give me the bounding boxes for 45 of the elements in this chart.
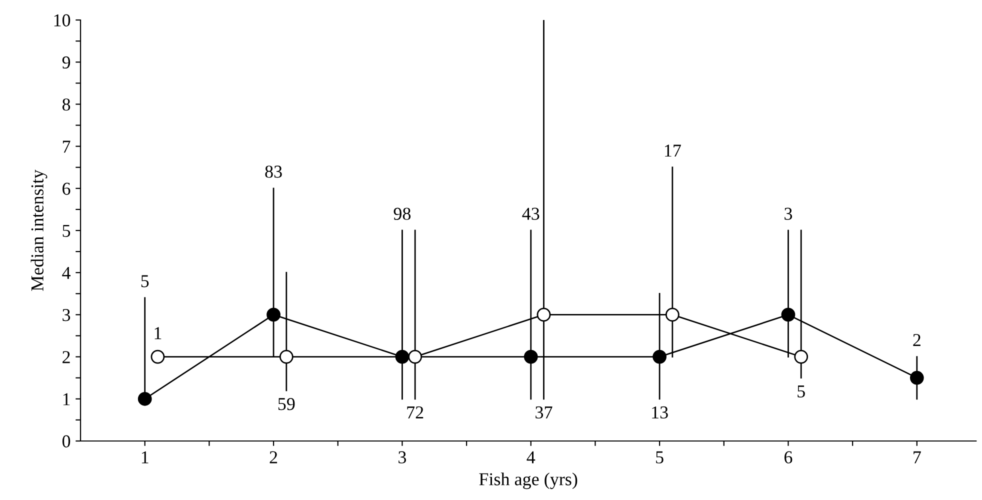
- y-tick-label: 8: [62, 98, 70, 111]
- x-tick-label: 5: [656, 451, 664, 464]
- annotation: 3: [784, 208, 792, 220]
- y-tick-label: 2: [62, 351, 70, 364]
- point: [524, 350, 538, 364]
- y-tick-label: 3: [62, 309, 70, 322]
- point: [794, 350, 808, 364]
- annotation: 83: [265, 166, 282, 178]
- annotation: 17: [664, 144, 681, 157]
- annotation: 13: [652, 406, 668, 419]
- point: [150, 350, 165, 364]
- annotation: 72: [407, 406, 424, 418]
- x-tick-label: 6: [784, 451, 792, 464]
- x-axis-title: Fish age (yrs): [479, 472, 578, 490]
- point: [910, 370, 924, 385]
- y-tick-label: 9: [62, 56, 70, 69]
- annotation: 5: [141, 275, 149, 288]
- x-tick-label: 4: [526, 451, 536, 464]
- y-tick-label: 4: [62, 266, 71, 279]
- y-tick-label: 7: [62, 140, 70, 153]
- annotation: 2: [913, 334, 920, 346]
- annotation: 1: [154, 327, 162, 340]
- point: [138, 392, 152, 406]
- point: [665, 308, 680, 322]
- point: [279, 350, 294, 364]
- point: [408, 350, 422, 364]
- x-tick-label: 1: [142, 451, 148, 464]
- point: [536, 308, 551, 322]
- annotation: 5: [798, 386, 805, 398]
- y-tick-label: 5: [62, 224, 70, 237]
- x-tick-label: 2: [270, 451, 278, 464]
- x-tick-label: 7: [914, 451, 921, 464]
- point: [781, 308, 796, 322]
- y-tick-label: 10: [54, 14, 70, 26]
- y-tick-label: 6: [62, 182, 70, 195]
- annotation: 59: [278, 398, 295, 410]
- y-tick-label: 0: [62, 435, 70, 448]
- x-tick-label: 3: [398, 451, 406, 464]
- point: [652, 350, 667, 364]
- y-axis-title: Median intensity: [30, 170, 48, 291]
- point: [266, 308, 280, 322]
- annotation: 37: [536, 406, 552, 419]
- annotation: 98: [394, 208, 411, 220]
- y-tick-label: 1: [63, 393, 70, 406]
- annotation: 43: [522, 208, 540, 220]
